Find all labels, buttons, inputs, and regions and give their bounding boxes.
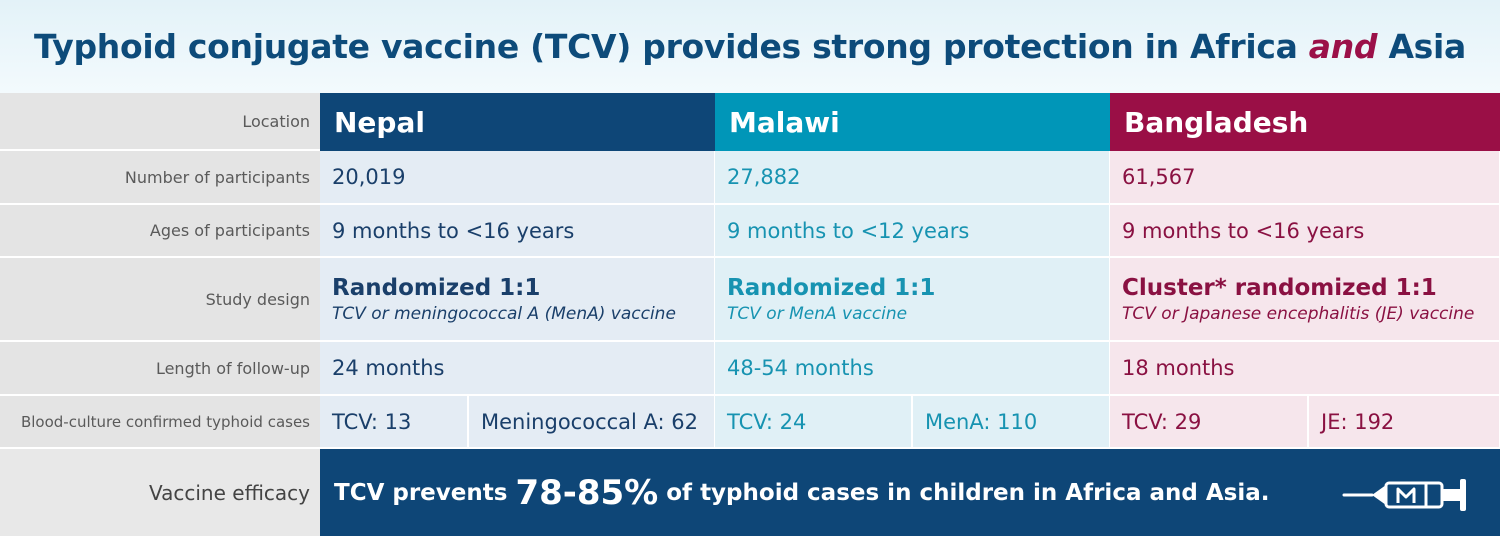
- efficacy-text-start: TCV prevents: [334, 479, 508, 506]
- label-cases: Blood-culture confirmed typhoid cases: [0, 396, 320, 449]
- malawi-design: Randomized 1:1 TCV or MenA vaccine: [715, 258, 1110, 342]
- bangladesh-cases-control: JE: 192: [1307, 396, 1500, 447]
- label-participants: Number of participants: [0, 151, 320, 205]
- bangladesh-design-main: Cluster* randomized 1:1: [1122, 274, 1437, 301]
- header-nepal: Nepal: [320, 93, 715, 151]
- comparison-table: Location Nepal Malawi Bangladesh Number …: [0, 93, 1500, 536]
- nepal-design-main: Randomized 1:1: [332, 274, 541, 301]
- bangladesh-design: Cluster* randomized 1:1 TCV or Japanese …: [1110, 258, 1500, 342]
- label-ages: Ages of participants: [0, 205, 320, 258]
- label-location: Location: [0, 93, 320, 151]
- nepal-participants: 20,019: [320, 151, 715, 205]
- malawi-design-main: Randomized 1:1: [727, 274, 936, 301]
- syringe-icon: [1342, 475, 1474, 521]
- efficacy-text-end: of typhoid cases in children in Africa a…: [666, 479, 1270, 506]
- malawi-cases-tcv: TCV: 24: [727, 409, 807, 434]
- page-title: Typhoid conjugate vaccine (TCV) provides…: [34, 27, 1466, 66]
- title-bar: Typhoid conjugate vaccine (TCV) provides…: [0, 0, 1500, 93]
- bangladesh-followup: 18 months: [1110, 342, 1500, 396]
- malawi-cases: TCV: 24 MenA: 110: [715, 396, 1110, 449]
- bangladesh-participants: 61,567: [1110, 151, 1500, 205]
- bangladesh-ages: 9 months to <16 years: [1110, 205, 1500, 258]
- bangladesh-cases-tcv: TCV: 29: [1122, 409, 1202, 434]
- efficacy-percentage: 78-85%: [515, 472, 659, 513]
- nepal-cases-control: Meningococcal A: 62: [467, 396, 715, 447]
- nepal-design: Randomized 1:1 TCV or meningococcal A (M…: [320, 258, 715, 342]
- title-emphasis: and: [1308, 27, 1378, 66]
- malawi-ages: 9 months to <12 years: [715, 205, 1110, 258]
- nepal-ages: 9 months to <16 years: [320, 205, 715, 258]
- header-malawi: Malawi: [715, 93, 1110, 151]
- label-followup: Length of follow-up: [0, 342, 320, 396]
- malawi-followup: 48-54 months: [715, 342, 1110, 396]
- nepal-cases: TCV: 13 Meningococcal A: 62: [320, 396, 715, 449]
- efficacy-banner: TCV prevents 78-85% of typhoid cases in …: [320, 449, 1500, 536]
- nepal-design-sub: TCV or meningococcal A (MenA) vaccine: [332, 303, 676, 324]
- label-efficacy: Vaccine efficacy: [0, 449, 320, 536]
- label-design: Study design: [0, 258, 320, 342]
- title-text: Typhoid conjugate vaccine (TCV) provides…: [33, 27, 1309, 66]
- nepal-cases-tcv: TCV: 13: [332, 409, 412, 434]
- header-bangladesh: Bangladesh: [1110, 93, 1500, 151]
- title-text-end: Asia: [1377, 27, 1467, 66]
- malawi-design-sub: TCV or MenA vaccine: [727, 303, 908, 324]
- bangladesh-cases: TCV: 29 JE: 192: [1110, 396, 1500, 449]
- nepal-followup: 24 months: [320, 342, 715, 396]
- bangladesh-design-sub: TCV or Japanese encephalitis (JE) vaccin…: [1122, 303, 1475, 324]
- malawi-participants: 27,882: [715, 151, 1110, 205]
- malawi-cases-control: MenA: 110: [911, 396, 1110, 447]
